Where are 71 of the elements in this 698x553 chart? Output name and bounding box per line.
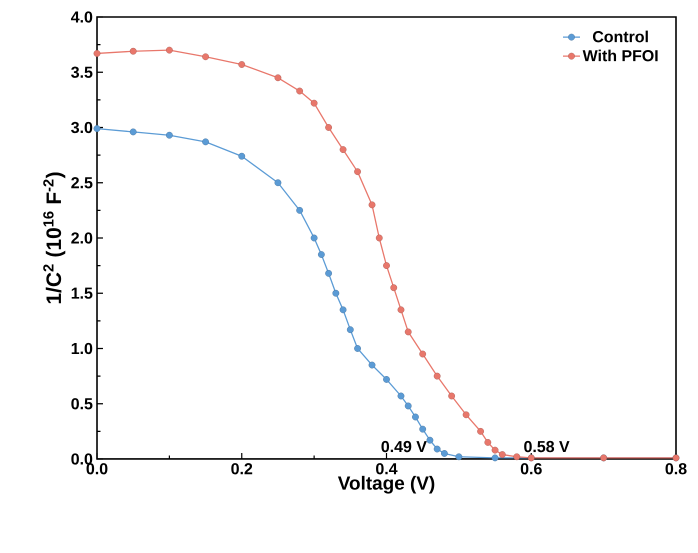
point [513,453,520,460]
point [318,251,325,258]
point [202,53,209,60]
point [390,284,398,292]
point [130,48,137,55]
annotation: 0.58 V [524,440,570,452]
point [166,132,173,139]
point [404,328,412,336]
x-tick-label: 0.8 [666,463,687,474]
point [325,124,332,131]
point [340,306,346,314]
point [404,402,412,410]
point [441,450,448,457]
y-tick-label: 3.5 [71,66,92,78]
point [462,411,470,418]
point [310,100,318,107]
point [434,446,441,452]
point [296,88,304,94]
legend-label: With PFOI [582,50,658,62]
point [477,428,484,435]
point [325,270,332,277]
point [383,262,390,269]
point [94,125,100,132]
x-tick-label: 0.4 [376,463,398,474]
point [398,306,404,314]
point [274,74,282,82]
point [310,234,318,242]
annotation: 0.49 V [381,440,427,452]
point [274,179,282,186]
x-tick-label: 0.2 [231,463,252,474]
point [426,436,434,444]
point [383,376,390,383]
point [130,128,137,136]
point [398,392,404,400]
point [412,414,419,420]
point [238,61,246,68]
legend-label: Control [592,30,648,42]
point [376,234,383,242]
y-tick-label: 2.0 [71,232,92,244]
y-tick-label: 3.0 [71,122,92,134]
point [448,392,456,400]
point [340,146,346,153]
point [368,362,376,368]
point [368,201,376,208]
point [332,290,340,297]
point [354,345,361,352]
point [94,50,100,57]
x-axis-title: Voltage (V) [338,476,434,494]
y-tick-label: 1.5 [72,288,92,299]
point [238,152,246,160]
point [346,326,354,334]
point [434,372,441,380]
point [419,426,426,433]
point [419,350,426,358]
point [484,439,492,446]
x-tick-label: 0.6 [520,463,542,474]
y-tick-label: 1.0 [72,342,92,354]
y-tick-label: 4.0 [70,11,92,23]
y-tick-label: 0.5 [71,398,92,410]
y-tick-label: 0.0 [71,453,92,465]
point [202,138,209,146]
point [166,46,173,54]
point [354,168,361,176]
point [296,206,304,214]
y-axis-title: 1/C$^{2}$ (10$^{16}$ F$^{-2}$) [43,172,66,304]
x-tick-label: 0.0 [86,463,108,474]
point [498,451,506,458]
point [492,454,498,462]
y-tick-label: 2.5 [71,177,92,188]
point [492,446,498,454]
point [455,453,462,460]
